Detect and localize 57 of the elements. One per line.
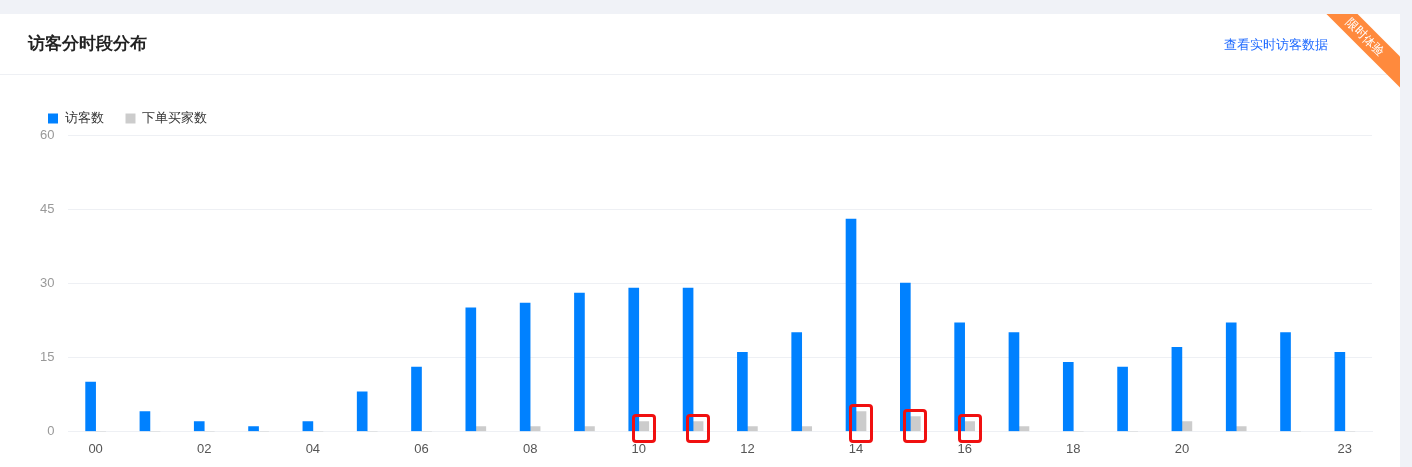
bar xyxy=(529,426,541,432)
bar xyxy=(791,332,803,432)
legend-label: 访客数 xyxy=(64,110,104,126)
bar xyxy=(475,426,487,432)
bar xyxy=(1334,352,1346,432)
bar xyxy=(1225,322,1237,432)
x-tick-label: 20 xyxy=(1174,440,1190,456)
bar xyxy=(139,411,151,432)
y-tick-label: 45 xyxy=(39,200,55,216)
bar xyxy=(964,421,975,432)
bar xyxy=(747,426,758,432)
bar xyxy=(855,411,867,432)
bar xyxy=(910,416,921,432)
bar xyxy=(574,292,585,432)
bar xyxy=(193,421,205,432)
chart-title: 访客分时段分布 xyxy=(28,32,147,55)
bar xyxy=(628,287,640,432)
bar xyxy=(584,426,595,432)
text: 限时体验 xyxy=(1343,15,1387,59)
x-tick-label: 06 xyxy=(414,440,429,456)
bar xyxy=(1280,332,1291,432)
legend-label: 下单买家数 xyxy=(142,110,207,126)
bar xyxy=(356,391,368,432)
x-tick-label: 00 xyxy=(88,440,103,456)
bar xyxy=(85,381,96,432)
bar xyxy=(1018,426,1030,432)
x-tick-label: 12 xyxy=(740,440,755,456)
bar xyxy=(1235,426,1247,432)
y-tick-label: 60 xyxy=(39,126,55,142)
bar xyxy=(302,421,314,432)
bar xyxy=(954,322,965,432)
bar xyxy=(638,421,650,432)
bar xyxy=(801,426,813,432)
x-tick-label: 08 xyxy=(522,440,538,456)
y-tick-label: 15 xyxy=(39,348,55,364)
y-tick-label: 0 xyxy=(47,422,55,438)
bar xyxy=(411,366,422,432)
bar xyxy=(1008,332,1020,432)
bar xyxy=(692,421,704,432)
x-tick-label: 18 xyxy=(1066,440,1081,456)
x-tick-label: 23 xyxy=(1337,440,1353,456)
x-tick-label: 04 xyxy=(305,440,321,456)
x-tick-label: 02 xyxy=(197,440,212,456)
bar xyxy=(900,282,911,432)
x-tick-label: 14 xyxy=(848,440,864,456)
x-tick-label: 10 xyxy=(631,440,646,456)
x-tick-label: 16 xyxy=(957,440,972,456)
text: 查看实时访客数据 xyxy=(1224,36,1328,54)
bar xyxy=(1181,421,1193,432)
bar xyxy=(1171,347,1183,432)
bar xyxy=(1062,361,1074,432)
bar xyxy=(519,302,531,432)
bar xyxy=(248,426,259,432)
bar xyxy=(1117,366,1128,432)
y-tick-label: 30 xyxy=(39,274,55,290)
bar xyxy=(465,307,477,432)
bar xyxy=(737,352,748,432)
